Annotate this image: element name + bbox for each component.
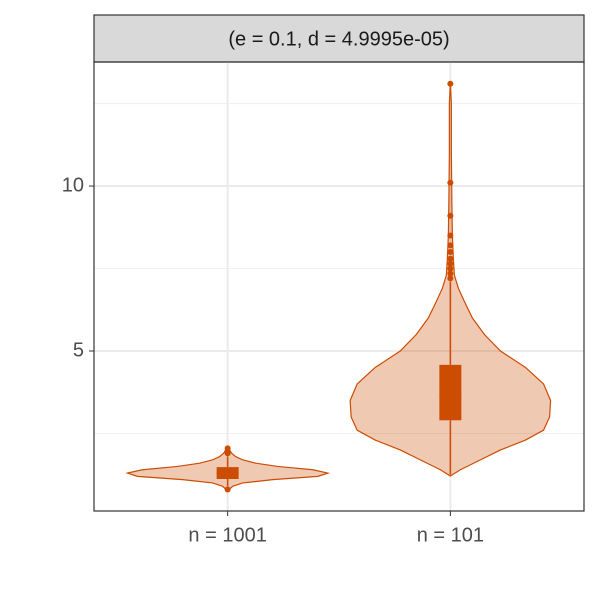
outlier	[447, 249, 454, 256]
y-tick-label: 5	[73, 339, 84, 361]
x-tick-label: n = 1001	[188, 524, 266, 546]
outlier	[447, 265, 454, 272]
outlier	[447, 275, 454, 282]
outlier	[224, 445, 231, 452]
box	[439, 364, 462, 421]
outlier	[447, 255, 454, 262]
outlier	[447, 212, 454, 219]
strip	[93, 14, 585, 63]
outlier	[447, 270, 454, 277]
panel-border	[93, 61, 585, 512]
outlier	[447, 242, 454, 249]
y-tick-label: 10	[62, 174, 84, 196]
outlier	[447, 260, 454, 267]
outlier	[447, 232, 454, 239]
outlier	[447, 80, 454, 87]
outlier	[224, 486, 231, 493]
outlier	[447, 179, 454, 186]
x-tick-label: n = 101	[417, 524, 484, 546]
strip-title: (e = 0.1, d = 4.9995e-05)	[228, 28, 449, 50]
